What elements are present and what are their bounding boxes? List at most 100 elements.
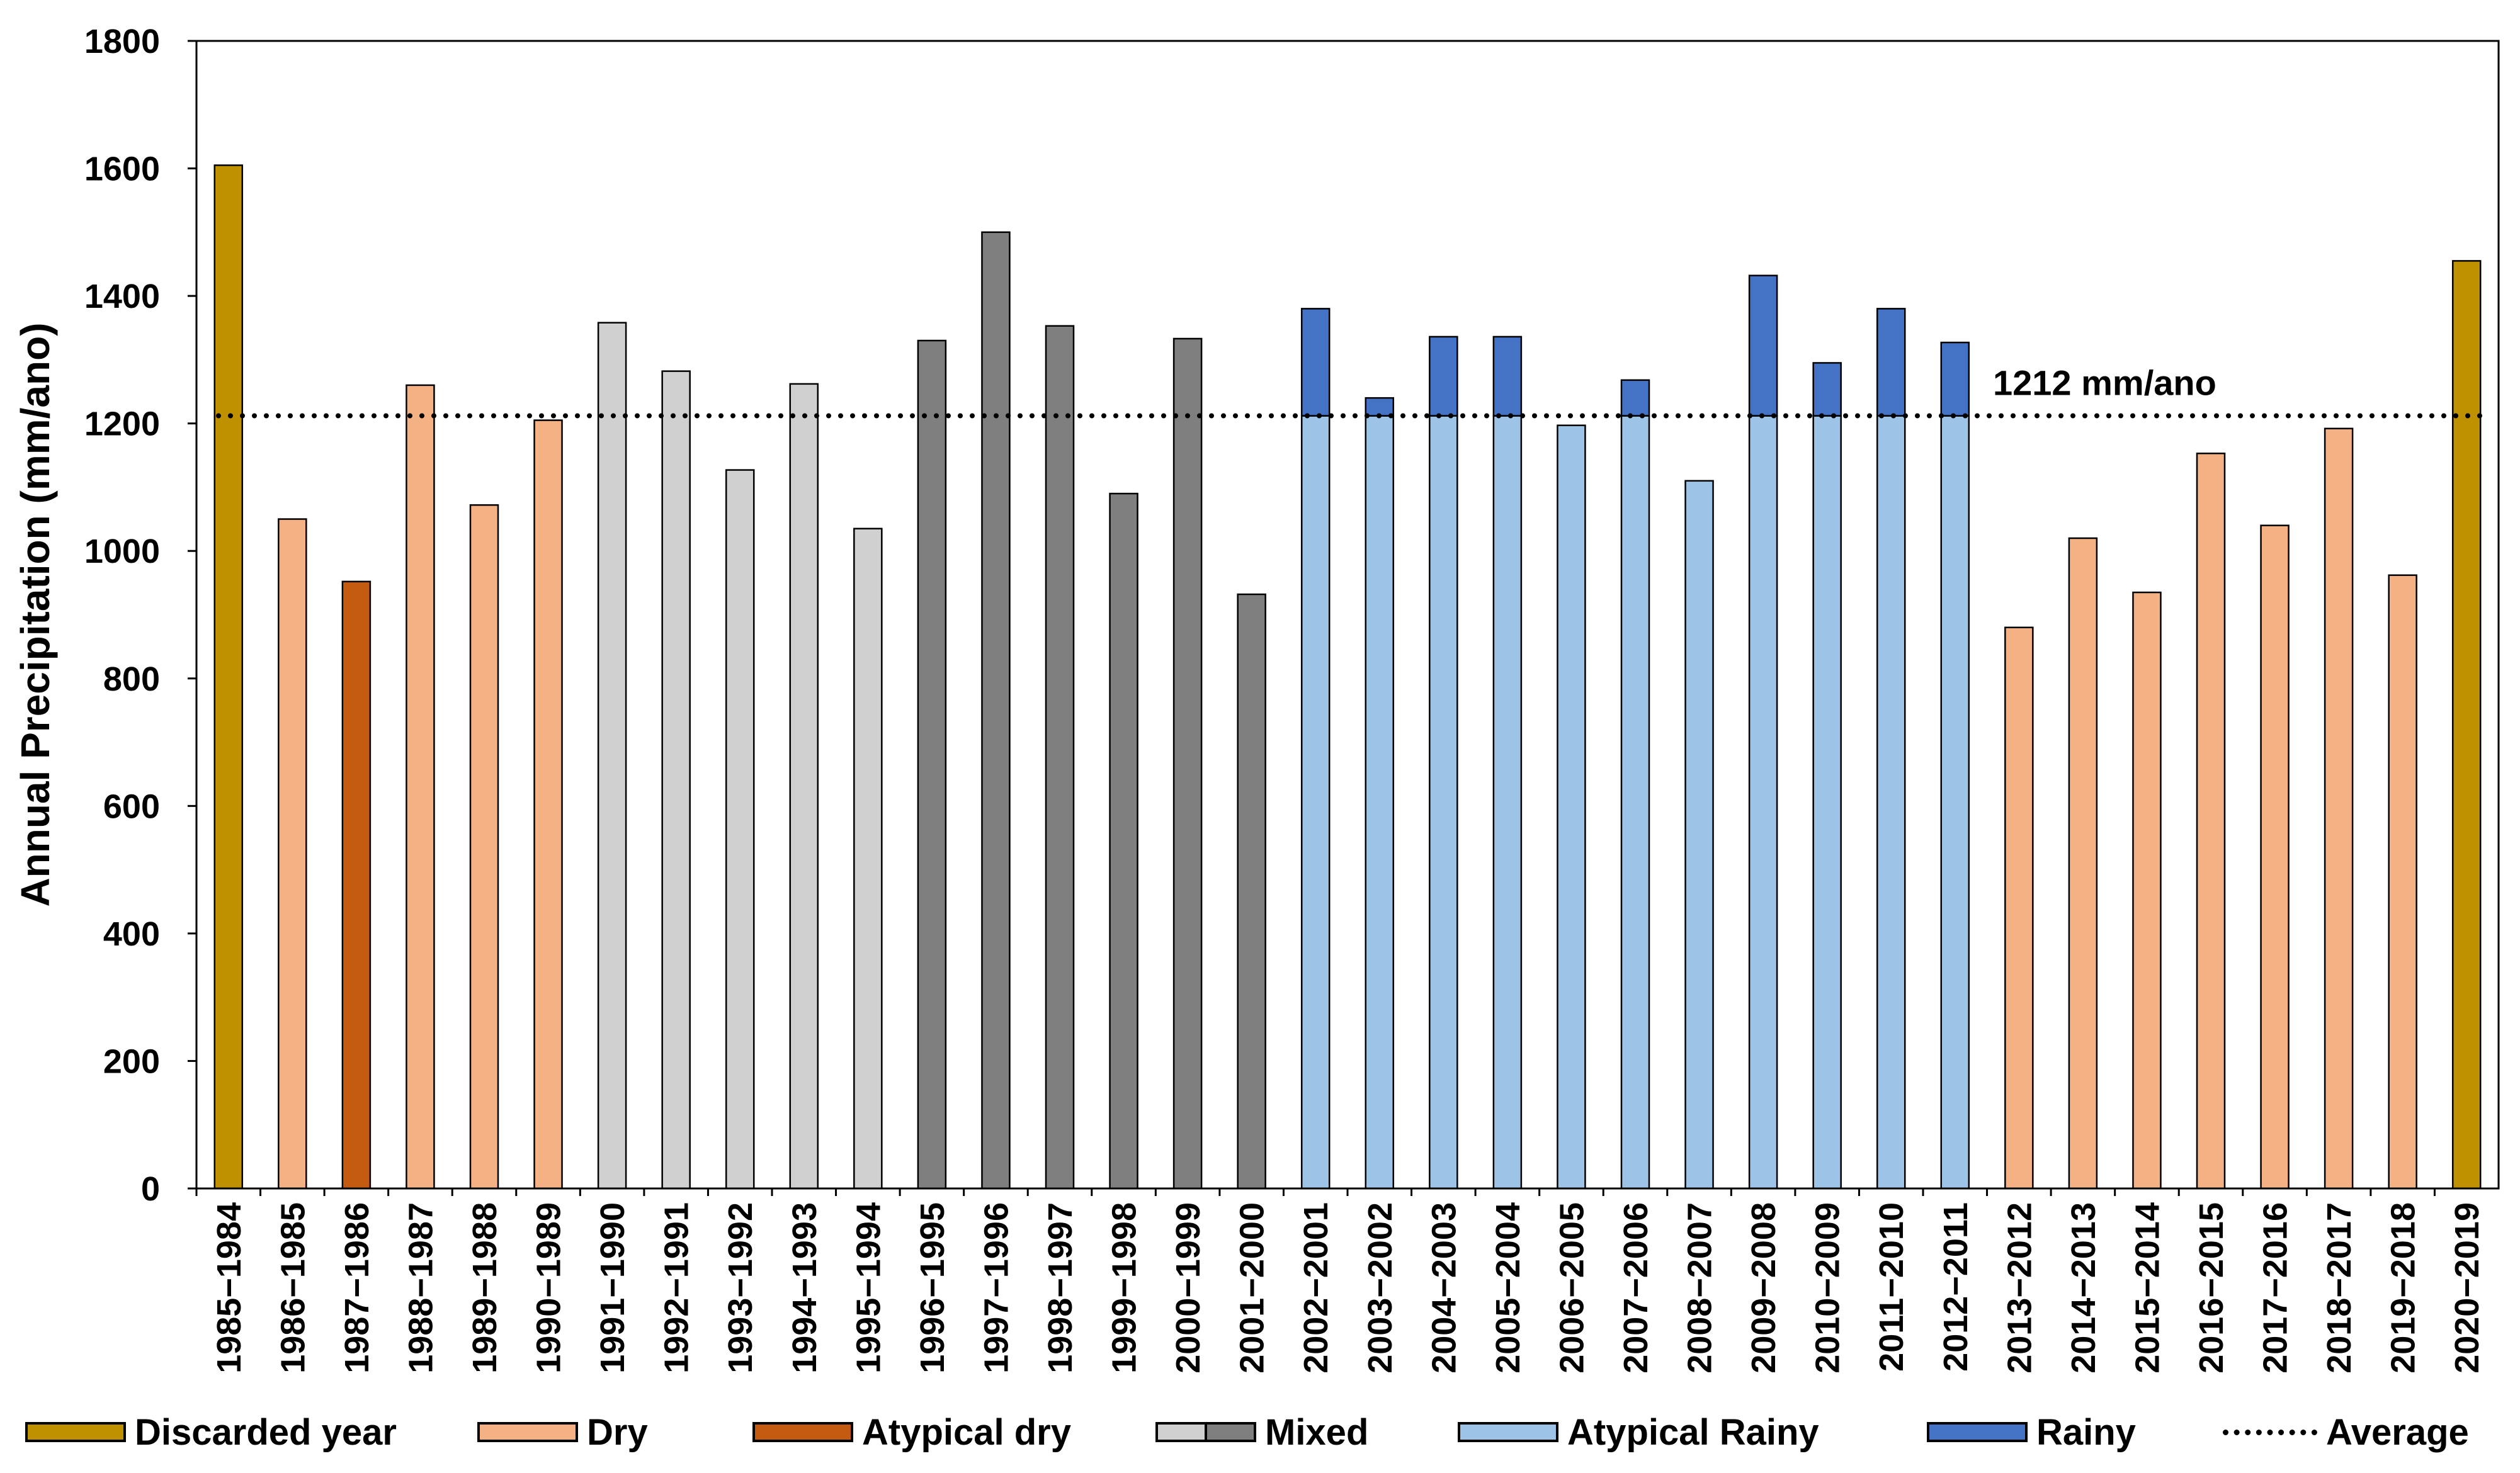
x-tick-label: 1998−1997 [1041,1202,1079,1374]
x-tick-label: 2005−2004 [1489,1202,1527,1374]
x-tick-label: 1990−1989 [530,1202,568,1374]
bar [469,504,499,1190]
bar [917,339,947,1190]
bar [2004,626,2034,1190]
legend-swatch-atypical-dry [752,1422,853,1442]
x-tick-label: 1988−1987 [402,1202,440,1374]
bar [278,518,307,1190]
x-tick-label: 1995−1994 [849,1202,887,1374]
bar-base [1429,415,1458,1190]
legend-swatch-dry [477,1422,578,1442]
x-tick-label: 1992−1991 [658,1202,696,1374]
bar [2196,453,2226,1190]
x-tick-label: 2007−2006 [1617,1202,1655,1374]
bar-above-average [1365,397,1395,417]
bar-base [1492,415,1523,1190]
x-tick-label: 1985−1984 [210,1202,248,1374]
legend-swatch-atypical-rainy [1458,1422,1558,1442]
x-tick-label: 1987−1986 [338,1202,376,1374]
bar [2260,524,2290,1190]
bar [981,231,1011,1190]
x-tick-label: 1996−1995 [914,1202,951,1374]
x-tick-label: 1997−1996 [977,1202,1015,1374]
legend-swatch-mixed-light [1158,1425,1205,1440]
plot-frame [195,40,2500,1190]
x-tick-label: 2002−2001 [1297,1202,1335,1374]
bar-above-average [1300,308,1331,417]
bar [2068,537,2098,1190]
bar [597,322,627,1190]
x-tick-label: 2004−2003 [1425,1202,1463,1374]
x-tick-label: 1989−1988 [466,1202,504,1374]
x-tick-label: 2018−2017 [2320,1202,2358,1374]
bar-base [1620,415,1650,1190]
y-tick-label: 1000 [84,533,160,570]
legend-item-average: Average [2223,1404,2469,1460]
x-tick-label: 2013−2012 [2001,1202,2038,1374]
bar-above-average [1876,308,1906,417]
average-label: 1212 mm/ano [1993,363,2216,403]
y-tick-label: 800 [103,660,160,698]
bar-base [1876,415,1906,1190]
legend-label-mixed: Mixed [1265,1411,1369,1453]
bar [1045,325,1075,1190]
bar-base [1812,415,1842,1190]
bar-base [1748,415,1778,1190]
x-tick-label: 2016−2015 [2193,1202,2230,1374]
bar-base [1365,415,1395,1190]
x-tick-label: 2019−2018 [2385,1202,2422,1374]
bar-above-average [1492,336,1523,417]
legend-label-discarded: Discarded year [135,1411,397,1453]
x-tick-label: 2001−2000 [1234,1202,1271,1374]
bar-above-average [1812,362,1842,417]
bars [213,164,2482,1190]
y-tick-label: 200 [103,1042,160,1080]
bar [1109,492,1138,1190]
legend-label-rainy: Rainy [2036,1411,2136,1453]
bar-above-average [1748,274,1778,417]
legend-label-atypical-rainy: Atypical Rainy [1567,1411,1819,1453]
x-tick-label: 2000−1999 [1169,1202,1207,1374]
average-group: 1212 mm/ano [216,363,2487,419]
legend-swatch-mixed [1155,1422,1256,1442]
legend-label-atypical-dry: Atypical dry [862,1411,1071,1453]
legend-swatch-discarded [25,1422,126,1442]
bar-above-average [1620,379,1650,417]
bar [1172,337,1203,1190]
bar [533,419,563,1190]
y-tick-label: 400 [103,915,160,953]
bar [2324,427,2354,1190]
x-tick-label: 2009−2008 [1745,1202,1783,1374]
x-tick-label: 2020−2019 [2448,1202,2486,1374]
x-tick-label: 2015−2014 [2128,1202,2166,1374]
x-tick-label: 2003−2002 [1361,1202,1399,1374]
x-axis: 1985−1984 1986−1985 1987−1986 1988−1987 1989… [195,1188,2486,1374]
y-tick-label: 0 [141,1170,160,1208]
bar-base [1940,415,1970,1190]
bar [341,580,372,1190]
y-tick-label: 1400 [84,278,160,315]
bar [853,528,883,1190]
x-tick-label: 2012−2011 [1937,1202,1975,1372]
bar [1557,424,1586,1190]
bar-above-average [1429,336,1458,417]
x-tick-label: 2014−2013 [2065,1202,2103,1374]
bar [213,164,244,1190]
legend-item-rainy: Rainy [1927,1404,2136,1460]
legend-label-dry: Dry [587,1411,648,1453]
y-axis: 0 200 400 600 800 1000 1200 1400 1600 1800 [84,23,196,1208]
bar [1237,593,1266,1190]
legend-label-average: Average [2326,1411,2469,1453]
x-tick-label: 2017−2016 [2257,1202,2295,1374]
bar [725,469,755,1190]
x-tick-label: 2006−2005 [1553,1202,1591,1374]
legend-item-discarded: Discarded year [25,1404,397,1460]
x-tick-label: 1999−1998 [1106,1202,1144,1374]
y-tick-label: 600 [103,787,160,825]
x-tick-label: 1993−1992 [722,1202,759,1374]
y-tick-label: 1600 [84,150,160,188]
bar [1684,480,1714,1190]
x-tick-label: 2008−2007 [1681,1202,1719,1374]
x-tick-label: 1991−1990 [594,1202,632,1374]
